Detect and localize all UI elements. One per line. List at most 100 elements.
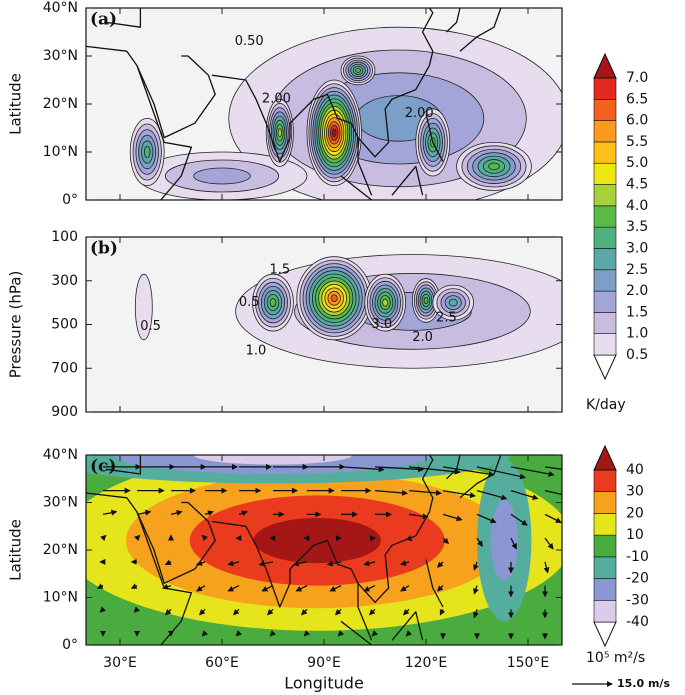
colorbar-label: -20 [626, 571, 649, 587]
coastline [357, 8, 434, 158]
wind-vector [510, 513, 528, 526]
reference-label: 15.0 m/s [617, 677, 670, 690]
colorbar-label: -30 [626, 592, 649, 608]
coastline [425, 559, 444, 608]
wind-vector [374, 466, 424, 473]
colorbar-label: 2.5 [626, 262, 648, 278]
y-axis-label: Latitude [7, 519, 25, 581]
y-tick-label: 40°N [43, 0, 78, 16]
wind-vector [510, 490, 539, 501]
wind-vector [295, 585, 308, 592]
coastline [459, 8, 502, 52]
y-tick-label: 0° [62, 637, 78, 653]
coastline [86, 45, 193, 200]
wind-vector [133, 606, 140, 613]
colorbar-segment [593, 513, 617, 536]
contour-label: 3.0 [371, 317, 392, 332]
wind-vector [400, 560, 410, 566]
wind-vector [442, 466, 495, 478]
contour-label: 2.5 [436, 310, 457, 325]
colorbar-segment [593, 184, 617, 207]
x-axis-label: Longitude [284, 674, 364, 693]
contour-region [277, 128, 282, 138]
wind-vector [261, 585, 274, 592]
contour-label: 0.5 [140, 319, 161, 334]
colorbar-label: 3.5 [626, 219, 648, 235]
contour-region [490, 500, 518, 581]
colorbar-label: 1.5 [626, 304, 648, 320]
colorbar-label: -40 [626, 614, 649, 630]
colorbar-segment [593, 578, 617, 601]
wind-vector [363, 585, 376, 592]
coastline [86, 492, 193, 645]
x-tick-label: 90°E [307, 655, 341, 671]
wind-vector [544, 513, 562, 523]
coastline [391, 165, 424, 196]
wind-vector [164, 559, 172, 566]
contour-label: 1.5 [269, 262, 290, 277]
wind-vector [436, 561, 444, 568]
wind-vector [258, 560, 274, 567]
y-axis-label: Latitude [7, 73, 25, 135]
wind-vector [337, 630, 344, 637]
coastline [340, 175, 373, 200]
coastline [425, 113, 444, 162]
wind-vector [406, 535, 413, 542]
x-tick-label: 60°E [205, 655, 239, 671]
contour-label: 0.50 [235, 34, 264, 49]
wind-vector [334, 608, 342, 616]
colorbar-segment [593, 599, 617, 623]
wind-vector [510, 537, 517, 550]
y-tick-label: 40°N [43, 447, 78, 463]
contour-region [331, 128, 337, 137]
contour-region [193, 167, 251, 185]
wind-vector [196, 560, 206, 566]
plot-area: 0.50 2.00 2.00 [86, 8, 562, 200]
wind-vector [340, 466, 385, 473]
colorbar-segment [593, 534, 617, 558]
colorbar-label: 1.0 [626, 326, 648, 342]
colorbar-segment [593, 99, 617, 121]
colorbar-segment [593, 444, 617, 471]
colorbar-segment [593, 354, 617, 381]
colorbar-label: 0.5 [626, 347, 648, 363]
contour-region [382, 298, 389, 307]
coastline [211, 520, 373, 641]
y-tick-label: 20°N [43, 96, 78, 112]
colorbar-segment [593, 290, 617, 313]
colorbar-label: 5.5 [626, 134, 648, 150]
wind-vector [326, 560, 342, 567]
colorbar-label: 30 [626, 484, 644, 500]
colorbar-segment [593, 269, 617, 292]
wind-vector [102, 509, 118, 516]
coastline [136, 501, 216, 584]
colorbar-label: 4.5 [626, 177, 648, 193]
coastline [340, 620, 372, 645]
wind-vector [408, 513, 429, 520]
contour-label: 0.5 [239, 295, 260, 310]
colorbar-label: 6.0 [626, 113, 648, 129]
wind-vector [164, 608, 172, 616]
coastline [391, 611, 424, 641]
wind-vector [235, 630, 242, 637]
contour-label: 2.00 [262, 92, 291, 107]
colorbar-segment [593, 621, 617, 648]
colorbar-label: 5.0 [626, 155, 648, 171]
wind-vector [543, 561, 550, 574]
wind-vector [303, 630, 310, 637]
wind-vector [96, 583, 104, 589]
wind-vector [201, 534, 208, 542]
wind-vector [405, 630, 412, 637]
wind-vector [544, 537, 554, 550]
wind-vector [269, 630, 276, 637]
colorbar-segment [593, 162, 617, 185]
colorbar-segment [593, 248, 617, 271]
y-tick-label: 10°N [43, 144, 78, 160]
wind-vector [442, 489, 476, 499]
panel-label: (b) [90, 239, 118, 259]
coastline [106, 455, 142, 475]
wind-vector [292, 560, 308, 567]
colorbar-segment [593, 141, 617, 164]
contour-label: 2.0 [412, 330, 433, 345]
